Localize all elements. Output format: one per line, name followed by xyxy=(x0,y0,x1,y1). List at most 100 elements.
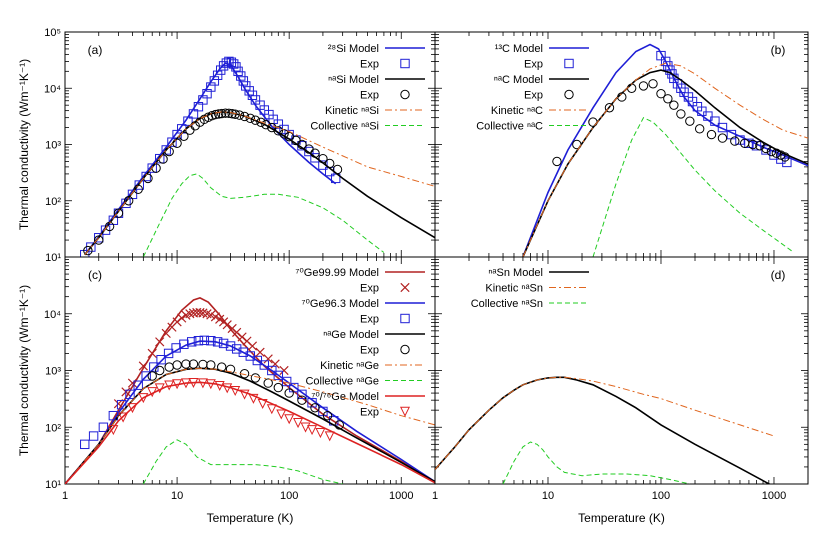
data-point-triangle xyxy=(154,383,165,394)
data-point-triangle xyxy=(127,403,138,414)
y-tick-label: 10¹ xyxy=(45,479,61,491)
data-point-circle xyxy=(325,158,335,169)
legend-label: Collective ⁿᵃC xyxy=(476,121,543,133)
data-point-square xyxy=(183,116,193,126)
data-point-circle xyxy=(755,141,765,151)
data-point-square xyxy=(141,171,151,182)
series-2-0 xyxy=(65,297,435,484)
data-point-circle xyxy=(234,110,245,120)
data-point-triangle xyxy=(138,393,149,404)
legend-label: Exp xyxy=(524,59,543,71)
data-point-cross xyxy=(210,312,221,322)
panel-b: (b) ¹³C Model Exp ⁿᵃC Model Exp Kinetic ⁿᵃC Co… xyxy=(434,31,809,258)
legend: ¹³C Model Exp ⁿᵃC Model Exp Kinetic ⁿᵃC Colle… xyxy=(476,43,589,133)
data-point-circle xyxy=(748,139,758,150)
legend-label: ²⁸Si Model xyxy=(328,43,379,55)
data-point-square xyxy=(206,336,216,346)
data-point-square xyxy=(221,58,232,68)
series-0-1 xyxy=(80,56,341,257)
x-tick-label: 1 xyxy=(62,490,68,502)
data-point-triangle xyxy=(307,425,318,436)
data-point-square xyxy=(193,336,204,346)
plot-area xyxy=(80,56,435,257)
data-point-square xyxy=(697,106,707,116)
data-point-circle xyxy=(188,359,199,369)
data-point-triangle xyxy=(293,418,304,429)
data-point-circle xyxy=(216,362,227,372)
data-point-circle xyxy=(648,79,658,89)
series-line xyxy=(142,439,343,484)
data-point-triangle xyxy=(399,406,411,417)
data-point-cross xyxy=(263,354,273,364)
data-point-cross xyxy=(127,378,138,388)
data-point-circle xyxy=(172,360,182,370)
data-point-circle xyxy=(250,373,261,383)
data-point-triangle xyxy=(180,378,191,389)
data-point-square xyxy=(259,360,270,370)
data-point-circle xyxy=(155,365,165,376)
data-point-circle xyxy=(213,109,224,119)
data-point-square xyxy=(224,56,234,67)
legend-label: Exp xyxy=(360,345,379,357)
data-point-square xyxy=(147,163,157,173)
data-point-circle xyxy=(297,395,307,405)
data-point-square xyxy=(199,335,210,346)
legend-label: Exp xyxy=(360,59,379,71)
data-point-circle xyxy=(730,136,740,146)
axis-ticks xyxy=(434,256,809,485)
series-line xyxy=(65,367,435,484)
data-point-triangle xyxy=(108,425,119,436)
series-line xyxy=(84,111,435,256)
data-point-circle xyxy=(273,126,284,136)
data-point-circle xyxy=(663,94,673,104)
data-point-circle xyxy=(143,173,153,184)
data-point-circle xyxy=(669,100,679,110)
series-line xyxy=(522,69,808,257)
legend-label: ⁿᵃSi Model xyxy=(328,74,379,86)
data-point-circle xyxy=(318,153,328,164)
series-2-1 xyxy=(113,307,289,409)
data-point-circle xyxy=(172,138,182,149)
x-tick-label: 10 xyxy=(171,490,183,502)
data-point-square xyxy=(155,153,165,164)
series-3-2 xyxy=(502,441,690,484)
data-point-circle xyxy=(626,83,637,93)
data-point-square xyxy=(186,337,197,347)
series-line xyxy=(65,367,435,484)
data-point-square xyxy=(400,58,410,69)
data-point-circle xyxy=(185,125,195,135)
data-point-cross xyxy=(400,282,410,293)
data-point-circle xyxy=(181,359,191,369)
data-point-triangle xyxy=(188,377,199,389)
data-point-triangle xyxy=(164,380,175,391)
data-point-square xyxy=(218,338,229,349)
data-point-circle xyxy=(104,221,115,232)
data-point-circle xyxy=(685,116,695,126)
data-point-square xyxy=(236,71,246,81)
data-point-triangle xyxy=(197,378,208,389)
data-point-circle xyxy=(113,208,124,218)
data-point-circle xyxy=(133,184,143,194)
data-point-circle xyxy=(604,103,615,113)
series-line xyxy=(65,381,435,484)
data-point-square xyxy=(212,337,223,347)
data-point-circle xyxy=(310,403,320,413)
data-point-square xyxy=(241,81,251,91)
legend-label: Kinetic ⁿᵃSi xyxy=(325,105,379,117)
data-point-triangle xyxy=(222,383,233,394)
legend-label: Collective ⁿᵃGe xyxy=(305,376,379,388)
data-point-square xyxy=(267,365,277,376)
data-point-square xyxy=(141,371,151,381)
y-tick-label: 10³ xyxy=(45,140,61,152)
data-point-circle xyxy=(230,109,240,119)
legend-label: ⁿᵃSn Model xyxy=(488,267,543,279)
panel-label: (c) xyxy=(88,268,102,282)
data-point-triangle xyxy=(284,414,295,425)
data-point-square xyxy=(116,399,127,410)
data-point-triangle xyxy=(172,379,183,390)
data-point-circle xyxy=(334,420,344,430)
legend-label: Exp xyxy=(360,314,379,326)
data-point-circle xyxy=(273,382,284,393)
series-line xyxy=(435,376,771,484)
data-point-cross xyxy=(206,310,216,320)
